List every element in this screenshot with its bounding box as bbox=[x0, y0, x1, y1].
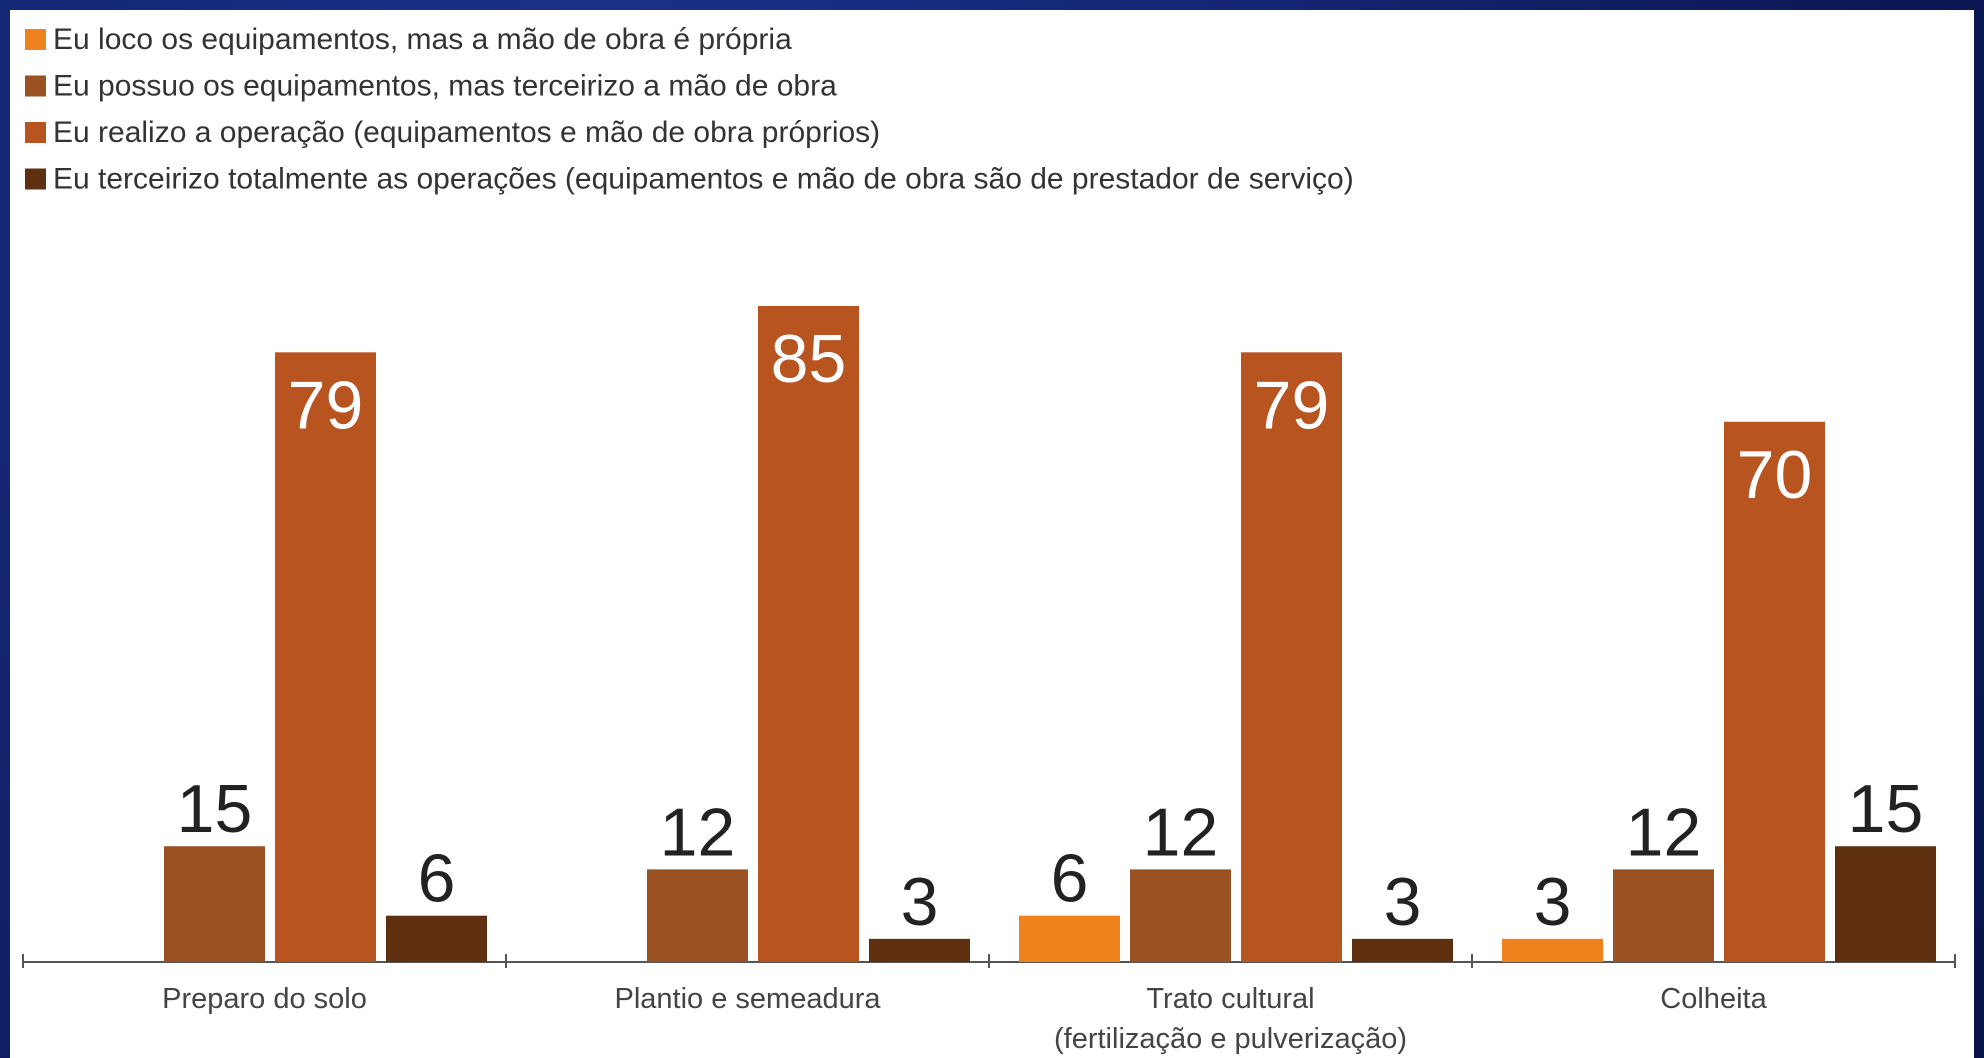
value-label: 12 bbox=[1143, 794, 1219, 870]
value-label: 12 bbox=[1626, 794, 1702, 870]
bar bbox=[1724, 421, 1825, 962]
bar bbox=[164, 846, 265, 962]
bar bbox=[1241, 352, 1342, 962]
value-label: 3 bbox=[1384, 864, 1422, 940]
legend-swatch bbox=[25, 168, 46, 190]
value-label: 79 bbox=[1254, 367, 1330, 443]
value-label: 70 bbox=[1737, 437, 1813, 513]
bar bbox=[275, 352, 376, 962]
value-label: 79 bbox=[288, 367, 364, 443]
value-label: 3 bbox=[901, 864, 939, 940]
bar bbox=[869, 938, 970, 962]
value-label: 85 bbox=[771, 321, 847, 397]
x-tick-label: Trato cultural (fertilização e pulverizaç… bbox=[1054, 983, 1407, 1055]
bar bbox=[1352, 938, 1453, 962]
bar bbox=[1019, 915, 1120, 962]
legend-label: Eu possuo os equipamentos, mas terceiriz… bbox=[53, 70, 837, 103]
x-tick-label: Colheita bbox=[1660, 983, 1767, 1015]
value-label: 12 bbox=[660, 794, 736, 870]
legend-swatch bbox=[25, 122, 46, 143]
legend-label: Eu terceirizo totalmente as operações (e… bbox=[53, 163, 1354, 196]
value-label: 15 bbox=[1848, 771, 1924, 847]
value-label: 15 bbox=[177, 771, 253, 847]
x-tick-label: Plantio e semeadura bbox=[615, 983, 882, 1015]
bar bbox=[1130, 869, 1231, 962]
value-label: 6 bbox=[418, 841, 456, 917]
value-label: 6 bbox=[1051, 841, 1089, 917]
bar bbox=[758, 306, 859, 962]
legend-label: Eu loco os equipamentos, mas a mão de ob… bbox=[53, 23, 792, 56]
legend-label: Eu realizo a operação (equipamentos e mã… bbox=[53, 116, 880, 149]
bar bbox=[1835, 846, 1936, 962]
bar bbox=[386, 915, 487, 962]
bar bbox=[1502, 938, 1603, 962]
x-tick-label: Preparo do solo bbox=[162, 983, 367, 1015]
bar bbox=[1613, 869, 1714, 962]
value-label: 3 bbox=[1534, 864, 1572, 940]
legend-swatch bbox=[25, 29, 46, 50]
legend-swatch bbox=[25, 75, 46, 97]
bar bbox=[647, 869, 748, 962]
